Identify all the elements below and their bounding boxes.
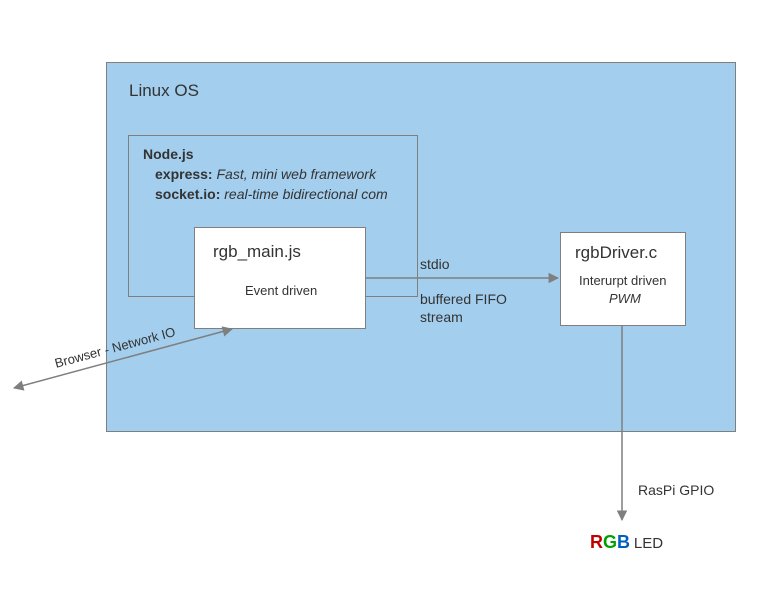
rgb-b: B (617, 532, 630, 552)
rgb-main-box: rgb_main.js Event driven (194, 227, 366, 329)
rgb-led-text: LED (634, 535, 663, 552)
rgb-g: G (603, 532, 617, 552)
nodejs-line2-key: socket.io: (155, 186, 220, 202)
buffered-fifo-label: buffered FIFO stream (420, 290, 520, 326)
raspi-gpio-label: RasPi GPIO (638, 482, 714, 498)
rgb-driver-title: rgbDriver.c (575, 243, 657, 263)
linux-os-title: Linux OS (129, 81, 199, 101)
rgb-driver-sub1: Interurpt driven (579, 273, 666, 288)
rgb-main-sub: Event driven (245, 283, 317, 298)
nodejs-line2-val: real-time bidirectional com (224, 186, 387, 202)
nodejs-title: Node.js (143, 146, 388, 162)
rgb-main-title: rgb_main.js (213, 242, 301, 262)
rgb-led-output: RGB LED (590, 532, 663, 553)
rgb-r: R (590, 532, 603, 552)
stdio-label: stdio (420, 256, 450, 272)
rgb-driver-box: rgbDriver.c Interurpt driven PWM (560, 232, 686, 326)
nodejs-line1-key: express: (155, 166, 213, 182)
nodejs-line1-val: Fast, mini web framework (216, 166, 375, 182)
rgb-driver-sub2: PWM (609, 291, 641, 306)
